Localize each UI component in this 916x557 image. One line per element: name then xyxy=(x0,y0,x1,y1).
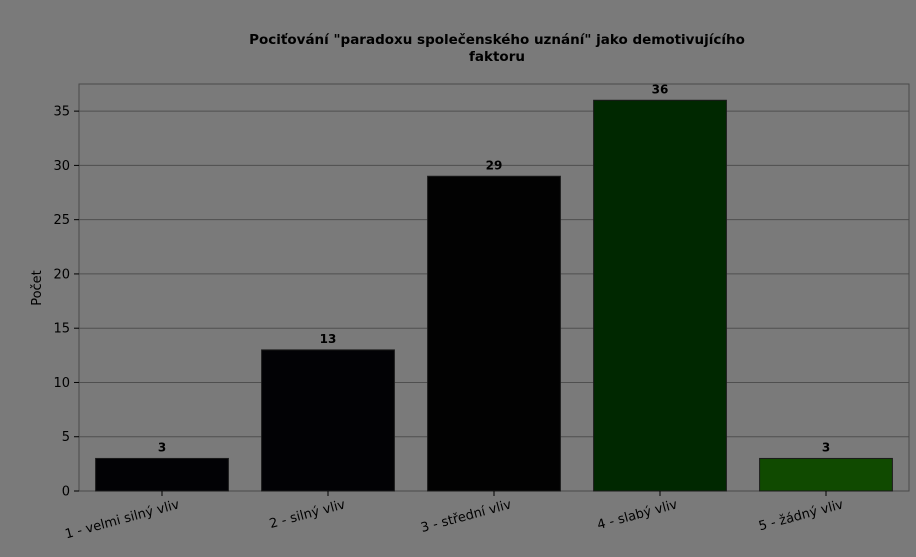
data-label: 3 xyxy=(158,440,166,454)
data-label: 29 xyxy=(486,158,503,172)
data-label: 36 xyxy=(652,82,669,96)
y-axis-ticks: 0 5 10 15 20 25 30 35 xyxy=(53,105,79,500)
bar xyxy=(427,175,561,492)
bars xyxy=(95,99,893,492)
y-axis-label: Počet xyxy=(30,270,45,306)
y-tick-label: 25 xyxy=(53,213,70,228)
y-tick-label: 5 xyxy=(62,430,70,445)
chart-title-line-2: faktoru xyxy=(469,49,525,65)
y-tick-label: 30 xyxy=(53,159,70,174)
y-tick-label: 15 xyxy=(53,322,70,337)
bar xyxy=(759,457,893,492)
y-tick-label: 20 xyxy=(53,267,70,282)
bar xyxy=(95,457,229,492)
y-tick-label: 10 xyxy=(53,376,70,391)
data-label: 13 xyxy=(320,332,337,346)
chart-title-line-1: Pociťování "paradoxu společenského uznán… xyxy=(249,32,745,48)
bar xyxy=(261,349,395,492)
bar xyxy=(593,99,727,492)
data-labels: 3 13 29 36 3 xyxy=(158,82,830,454)
data-label: 3 xyxy=(822,440,830,454)
y-tick-label: 0 xyxy=(62,485,70,500)
y-tick-label: 35 xyxy=(53,105,70,120)
